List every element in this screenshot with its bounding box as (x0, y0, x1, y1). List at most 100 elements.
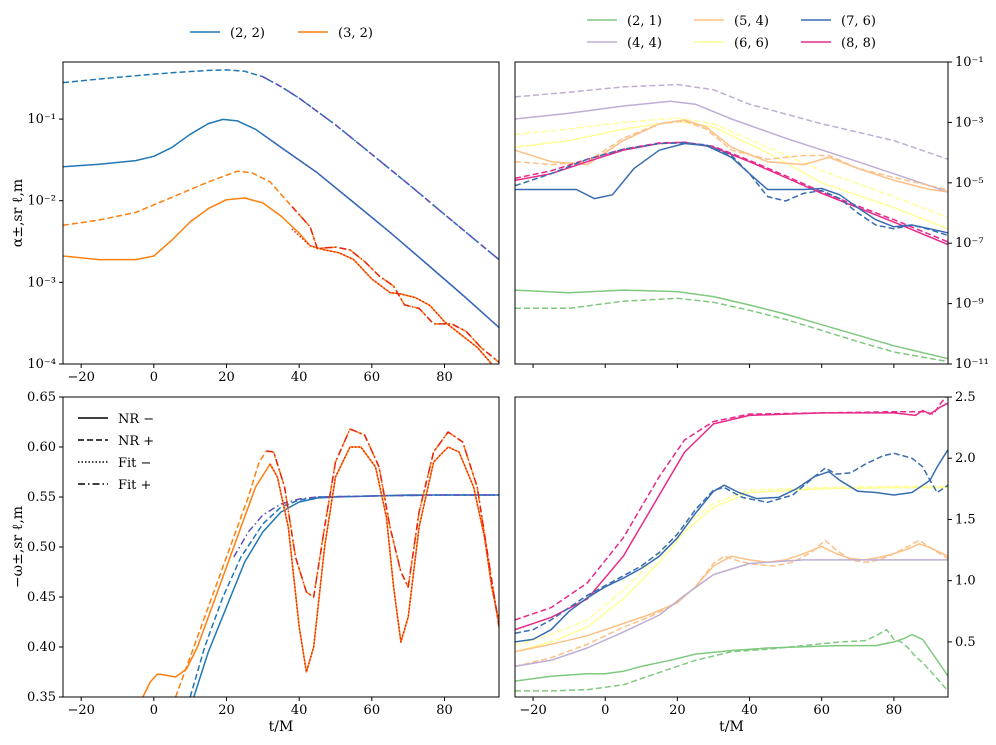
series-line-top_left-6 (291, 228, 493, 364)
legend-style-3-label: Fit + (118, 478, 151, 493)
x-tick-label: 60 (364, 703, 381, 718)
x-axis-label: t/M (719, 719, 744, 735)
y-tick-label: 0.5 (955, 635, 976, 650)
x-tick-label: 60 (364, 370, 381, 385)
y-tick-label: 0.55 (27, 490, 56, 505)
panel-bottom-right: −20 0 20 40 60 80 t/M 0.5 1.0 1.5 2.0 2.5 (514, 390, 976, 735)
axes-frame (514, 396, 949, 698)
series-line-bottom_left-5 (269, 446, 499, 673)
legend-entry-1: (3, 2) (298, 26, 373, 41)
axes-frame (62, 61, 500, 365)
series-line-top_right-4 (515, 119, 948, 193)
legend-top-left: (2, 2) (3, 2) (190, 26, 373, 41)
y-tick-label: 10⁻¹ (955, 55, 984, 70)
series-line-bottom_left-4 (174, 428, 499, 697)
y-tick-label: 10⁻⁷ (955, 236, 984, 251)
x-tick-label: 20 (669, 703, 686, 718)
legend-entry-0-label: (2, 2) (230, 26, 265, 41)
series-line-top_right-1 (515, 100, 948, 193)
series-group (515, 397, 948, 692)
axes-frame (514, 61, 949, 365)
legend-style-0: NR − (78, 412, 154, 427)
y-tick-label: 0.65 (27, 390, 56, 405)
legend-style-0-label: NR − (118, 412, 154, 427)
series-line-bottom_right-0 (515, 397, 947, 621)
legend-style-3: Fit + (78, 478, 151, 493)
y-tick-label: 0.60 (27, 440, 56, 455)
series-line-top_left-0 (63, 118, 499, 329)
series-line-top_right-2 (515, 120, 948, 230)
series-line-top_left-4 (63, 197, 493, 364)
legend-entry-2-label: (7, 6) (841, 14, 876, 29)
legend-entry-4: (6, 6) (694, 36, 769, 51)
x-tick-label: 0 (601, 703, 609, 718)
legend-entry-4-label: (6, 6) (734, 36, 769, 51)
y-tick-label: 2.0 (955, 451, 976, 466)
series-line-bottom_right-1 (515, 402, 948, 631)
series-line-top_left-3 (262, 76, 499, 261)
series-line-top_right-5 (515, 120, 948, 191)
legend-entry-5-label: (8, 8) (841, 36, 876, 51)
y-tick-label: 10⁻⁵ (955, 176, 984, 191)
legend-entry-3: (4, 4) (587, 36, 662, 51)
series-line-bottom_left-6 (266, 428, 499, 628)
x-tick-label: −20 (67, 703, 94, 718)
x-tick-label: 80 (886, 703, 903, 718)
legend-entry-0: (2, 1) (587, 14, 662, 29)
legend-entry-2: (7, 6) (801, 14, 876, 29)
y-axis-label: −ω±,sr ℓ,m (10, 506, 26, 588)
series-line-bottom_right-8 (515, 559, 948, 668)
legend-entry-0: (2, 2) (190, 26, 265, 41)
y-tick-label: 0.45 (27, 590, 56, 605)
x-tick-label: 60 (813, 703, 830, 718)
series-line-top_left-5 (63, 170, 499, 363)
y-tick-label: 10⁻³ (955, 115, 984, 130)
y-tick-label: 0.35 (27, 690, 56, 705)
series-line-top_left-1 (63, 69, 499, 261)
x-tick-label: 80 (436, 703, 453, 718)
x-tick-label: 0 (150, 370, 158, 385)
panel-top-left: −20 0 20 40 60 80 10⁻¹ 10⁻² 10⁻³ 10⁻⁴ α±,sr ℓ,m (10, 61, 500, 385)
legend-style-1: NR + (78, 434, 154, 449)
x-tick-label: 40 (291, 370, 308, 385)
x-axis-label: t/M (269, 719, 294, 735)
x-tick-label: 40 (291, 703, 308, 718)
series-line-bottom_right-2 (515, 486, 948, 653)
panel-bottom-left: −20 0 20 40 60 80 t/M 0.35 0.40 0.45 0.50 0.55 0.60 0… (10, 390, 500, 735)
y-tick-label: 1.0 (955, 574, 976, 589)
series-line-bottom_right-7 (515, 539, 948, 668)
series-line-bottom_left-2 (233, 494, 499, 558)
y-tick-label: 10⁻² (27, 194, 56, 209)
series-line-bottom_right-4 (515, 449, 948, 643)
series-line-bottom_right-9 (515, 633, 948, 682)
y-tick-label: 1.5 (955, 512, 976, 527)
legend-style-1-label: NR + (118, 434, 154, 449)
panel-top-right: 10⁻¹ 10⁻³ 10⁻⁵ 10⁻⁷ 10⁻⁹ 10⁻¹¹ (514, 55, 989, 372)
legend-line-styles: NR − NR + Fit − Fit + (78, 412, 154, 493)
legend-style-2: Fit − (78, 456, 151, 471)
series-line-top_right-3 (515, 117, 948, 219)
series-line-bottom_right-3 (515, 485, 948, 647)
y-tick-label: 10⁻⁴ (27, 357, 56, 372)
legend-entry-0-label: (2, 1) (627, 14, 662, 29)
legend-top-right: (2, 1) (5, 4) (7, 6) (4, 4) (6, 6) (8, 8) (587, 14, 876, 51)
series-line-top_left-2 (262, 133, 499, 329)
y-tick-label: 10⁻¹¹ (955, 357, 989, 372)
x-tick-label: 20 (218, 703, 235, 718)
y-tick-label: 10⁻³ (27, 275, 56, 290)
legend-entry-5: (8, 8) (801, 36, 876, 51)
series-line-bottom_right-5 (515, 452, 948, 635)
legend-entry-1: (5, 4) (694, 14, 769, 29)
legend-entry-1-label: (5, 4) (734, 14, 769, 29)
y-tick-label: 0.40 (27, 640, 56, 655)
series-line-top_right-10 (515, 289, 948, 360)
series-line-bottom_right-10 (515, 628, 948, 692)
series-line-top_right-0 (515, 83, 948, 161)
legend-entry-3-label: (4, 4) (627, 36, 662, 51)
x-tick-label: 0 (150, 703, 158, 718)
series-line-top_right-9 (515, 142, 948, 237)
series-line-top_left-7 (291, 205, 499, 363)
y-tick-label: 0.50 (27, 540, 56, 555)
y-axis-label: α±,sr ℓ,m (10, 179, 26, 247)
